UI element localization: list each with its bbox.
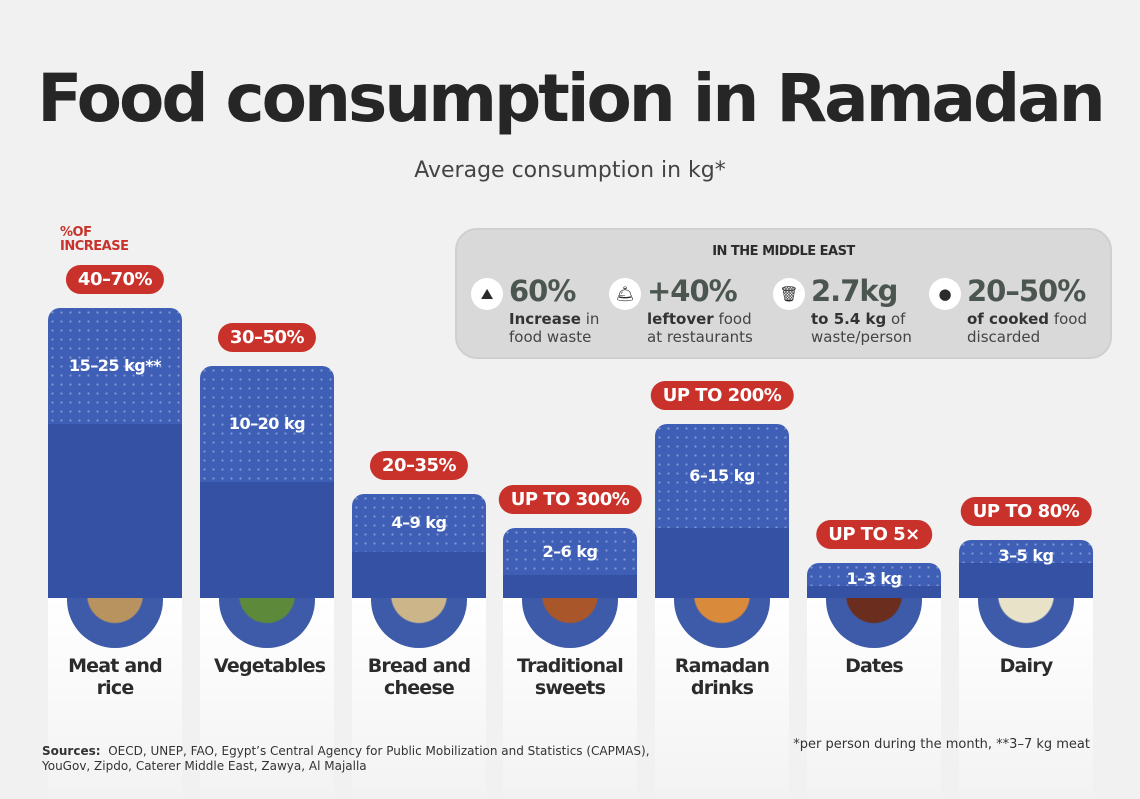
middle-east-title: IN THE MIDDLE EAST [712,244,855,259]
increase-pill: 20–35% [369,450,469,480]
category-label: Ramadan drinks [674,655,770,699]
stat-value: 20–50% [967,274,1086,308]
footnote: *per person during the month, **3–7 kg m… [793,737,1090,752]
bar-max: 1–3 kg [807,563,941,598]
increase-label-line2: INCREASE [60,239,129,254]
increase-pill: UP TO 80% [960,497,1092,526]
chart-title: Food consumption in Ramadan [37,60,1106,137]
bar-min [48,424,182,598]
increase-pill: UP TO 300% [498,485,642,515]
stat-description: leftover food at restaurants [647,310,753,346]
bar-max: 3–5 kg [959,540,1093,598]
cloche-icon: 🛎 [609,278,641,310]
stat-desc-line2: waste/person [811,328,912,346]
bar-max: 15–25 kg** [48,308,182,598]
category-label: Traditional sweets [517,655,624,699]
increase-label-line1: %OF [60,225,92,240]
stat-desc-bold: leftover [647,310,714,328]
bar-min [503,574,637,598]
bar-max: 6–15 kg [655,424,789,598]
bar-min [655,528,789,598]
increase-label: %OF INCREASE [60,225,129,254]
stat-desc-bold: to 5.4 kg [811,310,887,328]
bar-value-label: 15–25 kg** [69,356,161,375]
stat-desc-rest: in [580,310,600,328]
category-label: Dairy [999,655,1054,677]
waste-pile-icon: ⛰ [471,278,503,310]
sources: Sources: OECD, UNEP, FAO, Egypt’s Centra… [42,744,662,774]
sources-label: Sources: [42,744,101,758]
stat-desc-line2: discarded [967,328,1041,346]
trash-bin-icon: 🗑 [773,278,805,310]
category-label: Bread and cheese [367,655,471,699]
middle-east-stats-box: IN THE MIDDLE EAST ⛰ 60% Increase in food… [455,228,1112,359]
bar-value-label: 10–20 kg [228,414,306,433]
bar-value-label: 6–15 kg [689,466,755,486]
stat-desc-bold: Increase [509,310,581,328]
sources-text: OECD, UNEP, FAO, Egypt’s Central Agency … [42,744,650,773]
chart-subtitle: Average consumption in kg* [414,158,726,183]
category-label: Vegetables [214,655,326,677]
bar-max: 4–9 kg [352,493,486,598]
bar-min [959,563,1093,598]
stat-value: 2.7kg [811,274,898,308]
stat-value: 60% [509,274,576,308]
stat-description: to 5.4 kg of waste/person [811,310,912,346]
category-label: Dates [845,655,904,677]
bar-value-label: 2–6 kg [542,541,598,561]
stat-description: of cooked food discarded [967,310,1087,346]
stat-desc-bold: of cooked [967,310,1050,328]
bar-max: 10–20 kg [200,366,334,598]
bar-min [807,586,941,598]
stat-desc-rest: food [1049,310,1087,328]
bar-min [352,551,486,598]
stat-value: +40% [647,274,738,308]
increase-pill: UP TO 200% [650,381,794,410]
stat-desc-line2: food waste [509,328,592,346]
stat-desc-rest: food [713,310,752,328]
increase-pill: 30–50% [217,323,317,352]
bar-value-label: 1–3 kg [846,569,902,589]
bar-value-label: 4–9 kg [391,512,447,532]
increase-pill: UP TO 5× [816,520,932,550]
increase-pill: 40–70% [65,265,165,294]
plate-icon: ● [929,278,961,310]
bar-value-label: 3–5 kg [998,546,1054,565]
bar-max: 2–6 kg [503,528,637,598]
stat-desc-rest: of [886,310,906,328]
stat-desc-line2: at restaurants [647,328,753,346]
category-label: Meat and rice [68,655,163,699]
bar-min [200,482,334,598]
stat-description: Increase in food waste [509,310,599,346]
